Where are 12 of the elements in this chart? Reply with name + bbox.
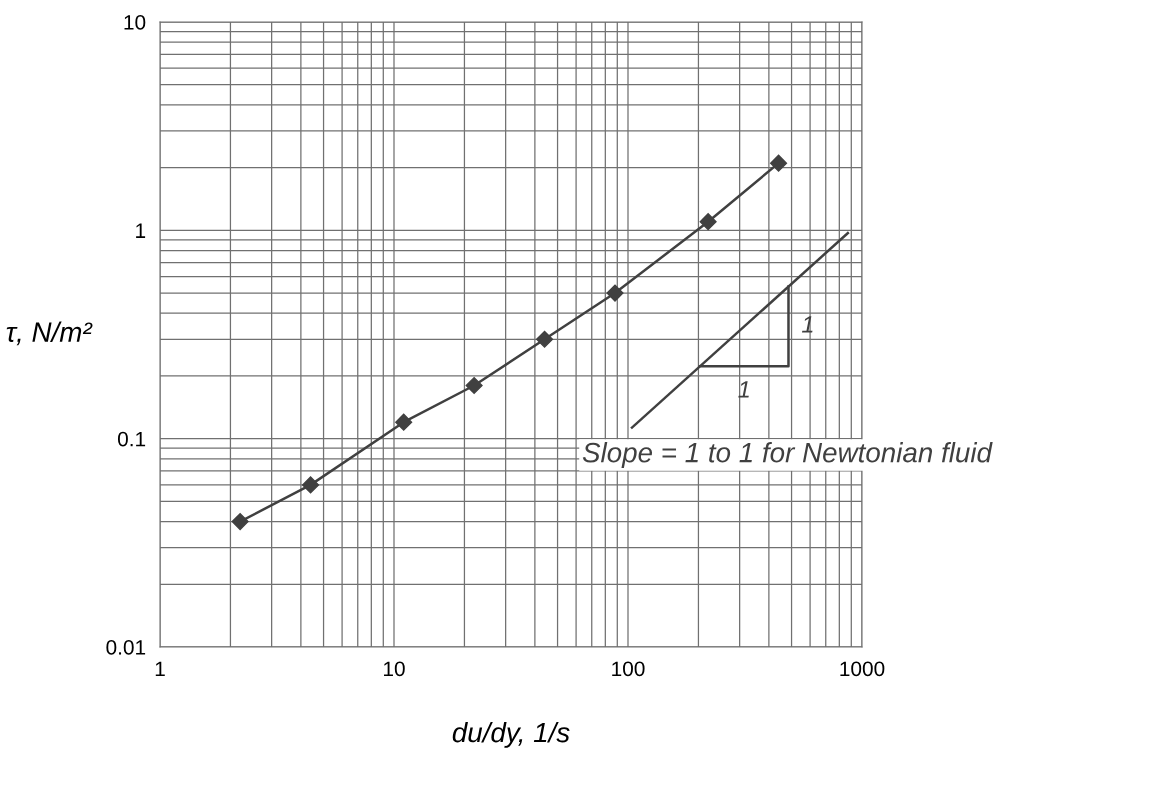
- annotation: Slope = 1 to 1 for Newtonian fluid: [582, 442, 993, 468]
- x-tick-label: 10: [384, 661, 405, 677]
- x-tick-label: 1: [155, 661, 165, 676]
- x-axis-title: du/dy, 1/s: [452, 721, 570, 748]
- x-tick-label: 100: [612, 661, 645, 677]
- x-tick-label: 1000: [840, 661, 885, 677]
- y-tick-label: 0.1: [117, 431, 146, 447]
- y-tick-label: 1: [136, 223, 146, 238]
- annotation: 1: [801, 316, 813, 333]
- y-tick-label: 0.01: [106, 640, 146, 655]
- y-axis-title: τ, N/m²: [6, 321, 93, 346]
- y-tick-label: 10: [124, 15, 146, 30]
